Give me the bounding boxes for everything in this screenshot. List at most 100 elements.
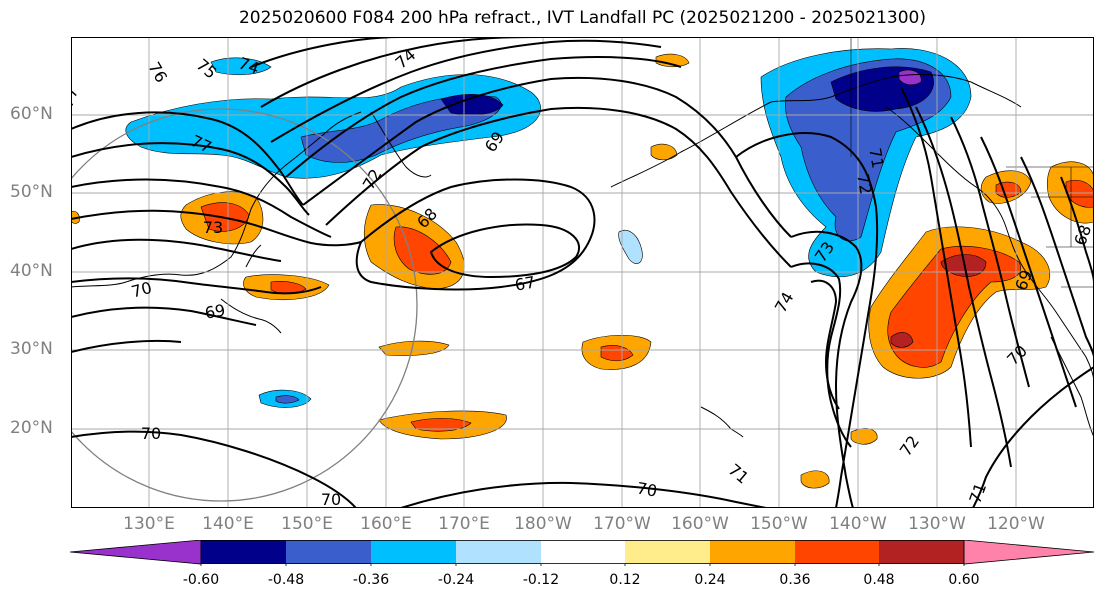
contour-label: 69 <box>203 300 226 322</box>
colorbar-segment <box>371 540 456 564</box>
lat-label-40n: 40°N <box>10 261 53 281</box>
coastline-baja <box>1050 336 1094 438</box>
colorbar-segment <box>541 540 625 564</box>
lon-label-140e: 140°E <box>202 514 254 534</box>
lon-label-160e: 160°E <box>360 514 412 534</box>
reference-circle <box>71 108 418 502</box>
contour-line <box>71 209 362 247</box>
contour-line <box>400 481 767 508</box>
colorbar-segment <box>286 540 371 564</box>
contour-line <box>735 132 879 508</box>
contour-line <box>71 238 282 262</box>
fill-california-core <box>940 254 987 277</box>
contour-line <box>285 56 682 178</box>
fill-california-inner <box>887 245 1021 368</box>
colorbar-tick-label: 0.24 <box>694 572 726 588</box>
coastline-kamchatka <box>370 111 432 178</box>
map-plot: 76 75 74 74 77 77 72 73 69 68 67 70 69 7… <box>71 37 1094 508</box>
fill-east-pacific-small <box>850 428 878 445</box>
colorbar-ticks <box>200 564 965 566</box>
contour-line <box>810 279 840 410</box>
contour-line <box>71 111 304 206</box>
coastline-japan <box>220 244 282 334</box>
coastline-alaska <box>770 74 1022 108</box>
colorbar-segment <box>456 540 541 564</box>
lon-label-170e: 170°E <box>438 514 490 534</box>
contour-label: 73 <box>203 218 223 237</box>
fill-hawaii-north-inner <box>600 345 634 362</box>
colorbar-tick-label: 0.12 <box>609 572 641 588</box>
contour-label: 70 <box>635 478 658 500</box>
refractivity-contours <box>71 37 1094 508</box>
colorbar-tick-label: 0.60 <box>948 572 980 588</box>
colorbar-segment <box>201 540 286 564</box>
lon-label-150w: 150°W <box>750 514 808 534</box>
fill-dateline-blue <box>618 229 643 264</box>
colorbar-frame <box>200 540 965 564</box>
fill-california-core-b <box>890 332 914 348</box>
fill-mid-pacific-b-inner <box>410 418 472 432</box>
contour-line <box>302 76 792 238</box>
lat-label-50n: 50°N <box>10 182 53 202</box>
lat-label-30n: 30°N <box>10 339 53 359</box>
colorbar-segment <box>879 540 964 564</box>
fill-alaska-peak <box>898 69 922 86</box>
colorbar-tick-label: -0.48 <box>267 572 305 588</box>
contour-line <box>270 39 662 143</box>
contour-label: 70 <box>141 424 161 443</box>
colorbar-tick-label: 0.48 <box>863 572 895 588</box>
fill-mid-pacific-a <box>378 340 450 356</box>
contour-line <box>71 178 332 238</box>
contour-line <box>71 277 322 295</box>
map-frame <box>71 37 1094 508</box>
contour-label: 67 <box>513 272 536 294</box>
contour-line <box>790 262 852 448</box>
political-borders <box>850 37 1094 288</box>
fill-japan-east-inner <box>270 281 307 294</box>
colorbar <box>70 540 1095 566</box>
colorbar-tick-label: -0.12 <box>522 572 560 588</box>
lon-label-160w: 160°W <box>671 514 729 534</box>
contour-line <box>980 136 1077 408</box>
contour-label: 70 <box>129 278 154 302</box>
map-panel: 76 75 74 74 77 77 72 73 69 68 67 70 69 7… <box>71 37 1094 508</box>
contour-line <box>790 230 863 508</box>
colorbar-extend-high <box>963 540 1095 565</box>
lon-label-150e: 150°E <box>281 514 333 534</box>
contour-line <box>972 366 1094 508</box>
colorbar-segment <box>625 540 710 564</box>
contour-line <box>71 306 257 326</box>
colorbar-extend-low <box>70 540 202 565</box>
colorbar-tick-label: -0.60 <box>182 572 220 588</box>
fill-kamchatka-west <box>210 57 272 76</box>
coastline-asia <box>71 111 362 288</box>
contour-label: 77 <box>71 84 82 110</box>
map-title: 2025020600 F084 200 hPa refract., IVT La… <box>238 8 926 28</box>
lat-label-20n: 20°N <box>10 418 53 438</box>
lon-label-130w: 130°W <box>908 514 966 534</box>
contour-label: 70 <box>321 490 341 508</box>
contour-line <box>71 430 357 508</box>
lat-label-60n: 60°N <box>10 104 53 124</box>
contour-line <box>355 178 596 291</box>
contour-line <box>915 106 1012 468</box>
contour-line <box>71 339 182 353</box>
lon-label-180w: 180°W <box>514 514 572 534</box>
colorbar-segment <box>795 540 879 564</box>
fill-subtropic-blob-inner <box>275 395 300 404</box>
contour-line <box>950 116 1030 388</box>
colorbar-tick-label: 0.36 <box>779 572 811 588</box>
lon-label-130e: 130°E <box>123 514 175 534</box>
contour-line <box>325 106 792 268</box>
contour-line <box>900 86 972 448</box>
contour-label: 72 <box>853 172 875 195</box>
contour-label: 68 <box>1070 222 1094 248</box>
colorbar-segment <box>710 540 795 564</box>
contour-label: 71 <box>865 146 887 169</box>
lon-label-120w: 120°W <box>987 514 1045 534</box>
contour-line <box>71 142 310 216</box>
lon-label-140w: 140°W <box>829 514 887 534</box>
colorbar-tick-label: -0.36 <box>352 572 390 588</box>
fill-aleutian-small <box>650 143 678 161</box>
fill-baja-small <box>800 470 830 489</box>
